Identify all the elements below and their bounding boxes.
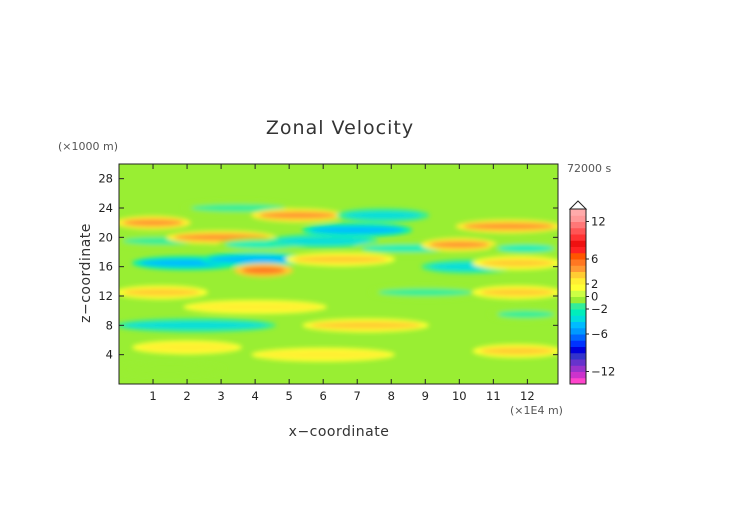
y-tick-label: 20 [98, 230, 113, 244]
y-axis-label: z−coordinate [78, 223, 94, 323]
y-tick-label: 24 [98, 201, 113, 215]
x-tick-label: 12 [520, 389, 535, 403]
x-tick-label: 6 [320, 389, 327, 403]
colorbar-swatch [570, 359, 586, 366]
colorbar-tick-label: −6 [591, 327, 608, 341]
time-label: 72000 s [567, 162, 611, 175]
colorbar-tick-label: −2 [591, 302, 608, 316]
x-tick-label: 9 [422, 389, 429, 403]
band-core [480, 347, 554, 355]
x-tick-label: 7 [354, 389, 361, 403]
band-core [123, 365, 218, 373]
band-core [140, 343, 235, 351]
band-core [429, 241, 490, 249]
colorbar-extend-arrow [568, 200, 588, 210]
band-core [497, 310, 554, 318]
band-core [242, 266, 286, 274]
x-tick-label: 1 [149, 389, 156, 403]
colorbar-swatch [570, 296, 586, 304]
colorbar-swatch [570, 352, 586, 360]
colorbar-swatch [570, 246, 586, 254]
colorbar-swatch [570, 234, 586, 241]
colorbar-tick-label: 6 [591, 252, 598, 266]
band-core [344, 211, 422, 219]
band-core [480, 259, 554, 267]
colorbar-swatch [570, 271, 586, 279]
band-core [480, 288, 554, 296]
x-axis-label: x−coordinate [289, 424, 390, 440]
colorbar-swatch [570, 259, 586, 266]
colorbar-swatch [570, 327, 586, 335]
band-core [259, 211, 337, 219]
y-axis: 4 8 12 16 20 24 28 [98, 172, 558, 362]
band-core [191, 204, 286, 212]
band-core [497, 244, 554, 252]
y-tick-label: 16 [98, 260, 113, 274]
chart-title: Zonal Velocity [266, 117, 414, 139]
y-tick-label: 4 [106, 348, 113, 362]
colorbar-swatch [570, 265, 586, 272]
colorbar-swatch [570, 277, 586, 285]
x-tick-label: 11 [486, 389, 501, 403]
colorbar-tick-label: 2 [591, 277, 598, 291]
colorbar-swatch [570, 346, 586, 354]
colorbar-swatch [570, 321, 586, 329]
x-tick-label: 3 [217, 389, 224, 403]
colorbar: 12 6 20−2 −6 −12 [568, 200, 615, 385]
y-axis-unit: (×1000 m) [58, 140, 118, 153]
colorbar-swatch [570, 302, 586, 310]
colorbar-swatch [570, 221, 586, 229]
colorbar-swatch [570, 252, 586, 260]
y-tick-label: 28 [98, 172, 113, 186]
colorbar-swatch [570, 371, 586, 379]
band-core [259, 351, 388, 359]
x-tick-label: 10 [452, 389, 467, 403]
x-tick-label: 8 [388, 389, 395, 403]
colorbar-swatch [570, 365, 586, 372]
x-tick-label: 4 [251, 389, 258, 403]
colorbar-swatch [570, 240, 586, 247]
band-core [293, 255, 388, 263]
colorbar-swatch [570, 284, 586, 291]
colorbar-swatch [570, 377, 586, 385]
colorbar-tick-label: 0 [591, 290, 598, 304]
colorbar-tick-label: −12 [591, 365, 615, 379]
band-core [191, 303, 320, 311]
band-core [122, 321, 269, 329]
x-axis-unit: (×1E4 m) [510, 404, 563, 417]
x-axis: 1 2 3 4 5 6 7 8 9 10 11 12 [149, 164, 535, 403]
x-tick-label: 5 [285, 389, 292, 403]
y-tick-label: 8 [106, 318, 113, 332]
band-core [276, 237, 371, 245]
velocity-bands [119, 201, 558, 377]
colorbar-swatch [570, 227, 586, 235]
band-core [123, 288, 201, 296]
colorbar-swatch [570, 315, 586, 322]
colorbar-swatch [570, 340, 586, 347]
colorbar-swatch [570, 209, 586, 216]
band-core [208, 255, 303, 263]
colorbar-tick-label: 12 [591, 215, 606, 229]
x-tick-label: 2 [183, 389, 190, 403]
band-core [123, 219, 184, 227]
plot-frame [118, 163, 559, 385]
colorbar-swatch [570, 334, 586, 341]
colorbar-swatch [570, 290, 586, 297]
heatmap-field [119, 164, 558, 384]
band-core [310, 226, 405, 234]
band-core [310, 321, 422, 329]
y-tick-label: 12 [98, 289, 113, 303]
band-core [378, 288, 473, 296]
band-core [463, 222, 554, 230]
colorbar-swatch [570, 309, 586, 316]
colorbar-swatch [570, 215, 586, 222]
